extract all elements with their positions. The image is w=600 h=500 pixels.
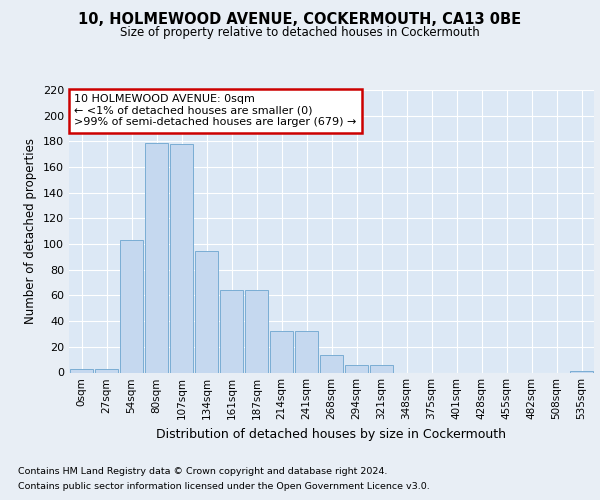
Bar: [95, 368, 118, 372]
Bar: [220, 290, 243, 372]
Text: Contains HM Land Registry data © Crown copyright and database right 2024.: Contains HM Land Registry data © Crown c…: [18, 467, 388, 476]
Bar: [345, 365, 368, 372]
Bar: [245, 290, 268, 372]
Bar: [120, 240, 143, 372]
Bar: [295, 332, 318, 372]
Bar: [370, 365, 393, 372]
Bar: [195, 250, 218, 372]
Y-axis label: Number of detached properties: Number of detached properties: [25, 138, 37, 324]
Bar: [145, 142, 168, 372]
Text: Size of property relative to detached houses in Cockermouth: Size of property relative to detached ho…: [120, 26, 480, 39]
Bar: [170, 144, 193, 372]
X-axis label: Distribution of detached houses by size in Cockermouth: Distribution of detached houses by size …: [157, 428, 506, 441]
Text: Contains public sector information licensed under the Open Government Licence v3: Contains public sector information licen…: [18, 482, 430, 491]
Text: 10 HOLMEWOOD AVENUE: 0sqm
← <1% of detached houses are smaller (0)
>99% of semi-: 10 HOLMEWOOD AVENUE: 0sqm ← <1% of detac…: [74, 94, 356, 128]
Text: 10, HOLMEWOOD AVENUE, COCKERMOUTH, CA13 0BE: 10, HOLMEWOOD AVENUE, COCKERMOUTH, CA13 …: [79, 12, 521, 28]
Bar: [320, 354, 343, 372]
Bar: [570, 371, 593, 372]
Bar: [270, 332, 293, 372]
Bar: [70, 368, 93, 372]
